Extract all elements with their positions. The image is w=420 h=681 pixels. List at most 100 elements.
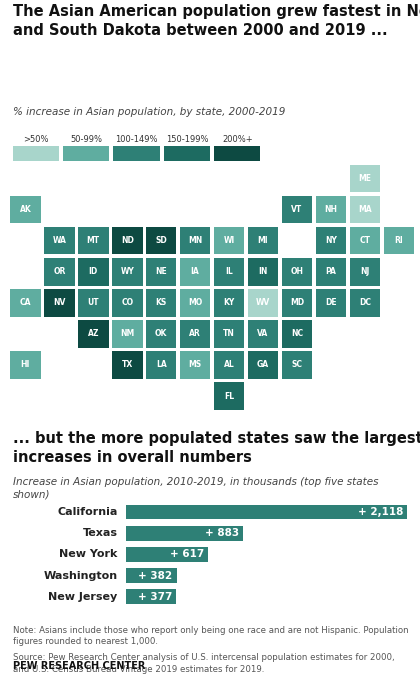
FancyBboxPatch shape [112, 258, 142, 285]
FancyBboxPatch shape [126, 526, 243, 541]
FancyBboxPatch shape [282, 289, 312, 317]
Text: CA: CA [20, 298, 31, 307]
Text: >50%: >50% [23, 135, 48, 144]
FancyBboxPatch shape [126, 505, 407, 520]
FancyBboxPatch shape [13, 146, 59, 161]
Text: Increase in Asian population, 2010-2019, in thousands (top five states
shown): Increase in Asian population, 2010-2019,… [13, 477, 378, 499]
FancyBboxPatch shape [349, 227, 380, 255]
Text: PEW RESEARCH CENTER: PEW RESEARCH CENTER [13, 661, 145, 671]
FancyBboxPatch shape [316, 195, 346, 223]
Text: Washington: Washington [44, 571, 118, 581]
Text: KY: KY [223, 298, 235, 307]
Text: MA: MA [358, 205, 372, 214]
Text: MS: MS [189, 360, 202, 370]
Text: GA: GA [257, 360, 269, 370]
Text: LA: LA [156, 360, 167, 370]
FancyBboxPatch shape [44, 258, 75, 285]
Text: WV: WV [256, 298, 270, 307]
Text: NC: NC [291, 330, 303, 338]
FancyBboxPatch shape [214, 289, 244, 317]
Text: VT: VT [291, 205, 302, 214]
FancyBboxPatch shape [316, 289, 346, 317]
Text: 200%+: 200%+ [222, 135, 252, 144]
FancyBboxPatch shape [214, 146, 260, 161]
Text: IL: IL [225, 267, 233, 276]
Text: MN: MN [188, 236, 202, 245]
Text: VA: VA [257, 330, 269, 338]
Text: SC: SC [291, 360, 302, 370]
Text: 100-149%: 100-149% [115, 135, 158, 144]
Text: + 2,118: + 2,118 [358, 507, 403, 517]
FancyBboxPatch shape [146, 227, 176, 255]
Text: AK: AK [19, 205, 31, 214]
FancyBboxPatch shape [112, 289, 142, 317]
FancyBboxPatch shape [214, 258, 244, 285]
FancyBboxPatch shape [112, 320, 142, 348]
Text: HI: HI [21, 360, 30, 370]
Text: Note: Asians include those who report only being one race and are not Hispanic. : Note: Asians include those who report on… [13, 626, 408, 646]
FancyBboxPatch shape [180, 227, 210, 255]
Text: RI: RI [394, 236, 403, 245]
Text: ND: ND [121, 236, 134, 245]
Text: New York: New York [59, 550, 118, 559]
Text: CO: CO [121, 298, 133, 307]
FancyBboxPatch shape [146, 258, 176, 285]
FancyBboxPatch shape [214, 320, 244, 348]
Text: California: California [57, 507, 118, 517]
FancyBboxPatch shape [349, 195, 380, 223]
FancyBboxPatch shape [214, 382, 244, 410]
Text: + 382: + 382 [139, 571, 173, 581]
FancyBboxPatch shape [180, 320, 210, 348]
Text: ... but the more populated states saw the largest
increases in overall numbers: ... but the more populated states saw th… [13, 431, 420, 465]
Text: NV: NV [53, 298, 66, 307]
Text: OR: OR [53, 267, 66, 276]
Text: MT: MT [87, 236, 100, 245]
Text: NY: NY [325, 236, 337, 245]
FancyBboxPatch shape [78, 258, 108, 285]
FancyBboxPatch shape [126, 590, 176, 604]
FancyBboxPatch shape [248, 258, 278, 285]
Text: + 883: + 883 [205, 528, 239, 538]
Text: NH: NH [324, 205, 337, 214]
Text: 150-199%: 150-199% [165, 135, 208, 144]
Text: DC: DC [359, 298, 371, 307]
FancyBboxPatch shape [78, 289, 108, 317]
FancyBboxPatch shape [316, 258, 346, 285]
FancyBboxPatch shape [282, 195, 312, 223]
Text: NM: NM [120, 330, 134, 338]
Text: DE: DE [325, 298, 337, 307]
FancyBboxPatch shape [248, 227, 278, 255]
FancyBboxPatch shape [78, 320, 108, 348]
Text: WY: WY [121, 267, 134, 276]
FancyBboxPatch shape [282, 320, 312, 348]
FancyBboxPatch shape [10, 195, 41, 223]
FancyBboxPatch shape [126, 547, 208, 562]
Text: AZ: AZ [87, 330, 99, 338]
FancyBboxPatch shape [214, 227, 244, 255]
FancyBboxPatch shape [214, 351, 244, 379]
FancyBboxPatch shape [282, 351, 312, 379]
Text: TX: TX [122, 360, 133, 370]
Text: % increase in Asian population, by state, 2000-2019: % increase in Asian population, by state… [13, 107, 285, 117]
FancyBboxPatch shape [112, 227, 142, 255]
Text: ME: ME [358, 174, 371, 183]
Text: Source: Pew Research Center analysis of U.S. intercensal population estimates fo: Source: Pew Research Center analysis of … [13, 653, 394, 674]
Text: AR: AR [189, 330, 201, 338]
Text: FL: FL [224, 392, 234, 400]
FancyBboxPatch shape [383, 227, 414, 255]
Text: CT: CT [360, 236, 370, 245]
FancyBboxPatch shape [126, 568, 177, 583]
Text: MI: MI [258, 236, 268, 245]
Text: UT: UT [87, 298, 99, 307]
Text: TN: TN [223, 330, 235, 338]
FancyBboxPatch shape [113, 146, 160, 161]
Text: 50-99%: 50-99% [70, 135, 102, 144]
FancyBboxPatch shape [180, 351, 210, 379]
Text: MO: MO [188, 298, 202, 307]
FancyBboxPatch shape [63, 146, 109, 161]
Text: SD: SD [155, 236, 167, 245]
Text: MD: MD [290, 298, 304, 307]
FancyBboxPatch shape [349, 258, 380, 285]
FancyBboxPatch shape [112, 351, 142, 379]
FancyBboxPatch shape [44, 289, 75, 317]
